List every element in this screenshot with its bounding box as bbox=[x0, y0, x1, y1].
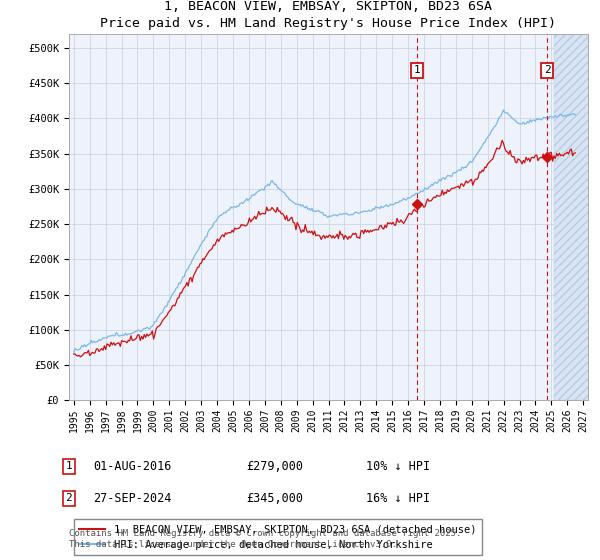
Text: Contains HM Land Registry data © Crown copyright and database right 2025.
This d: Contains HM Land Registry data © Crown c… bbox=[69, 529, 461, 549]
Bar bbox=[554, 34, 600, 400]
Text: 1: 1 bbox=[414, 66, 421, 75]
Text: 2: 2 bbox=[544, 66, 550, 75]
Text: 27-SEP-2024: 27-SEP-2024 bbox=[93, 492, 172, 505]
Text: 01-AUG-2016: 01-AUG-2016 bbox=[93, 460, 172, 473]
Text: 1: 1 bbox=[65, 461, 73, 472]
Title: 1, BEACON VIEW, EMBSAY, SKIPTON, BD23 6SA
Price paid vs. HM Land Registry's Hous: 1, BEACON VIEW, EMBSAY, SKIPTON, BD23 6S… bbox=[101, 0, 557, 30]
Text: 16% ↓ HPI: 16% ↓ HPI bbox=[366, 492, 430, 505]
Text: £279,000: £279,000 bbox=[246, 460, 303, 473]
Legend: 1, BEACON VIEW, EMBSAY, SKIPTON, BD23 6SA (detached house), HPI: Average price, : 1, BEACON VIEW, EMBSAY, SKIPTON, BD23 6S… bbox=[74, 519, 482, 555]
Text: 10% ↓ HPI: 10% ↓ HPI bbox=[366, 460, 430, 473]
Text: 2: 2 bbox=[65, 493, 73, 503]
Text: £345,000: £345,000 bbox=[246, 492, 303, 505]
